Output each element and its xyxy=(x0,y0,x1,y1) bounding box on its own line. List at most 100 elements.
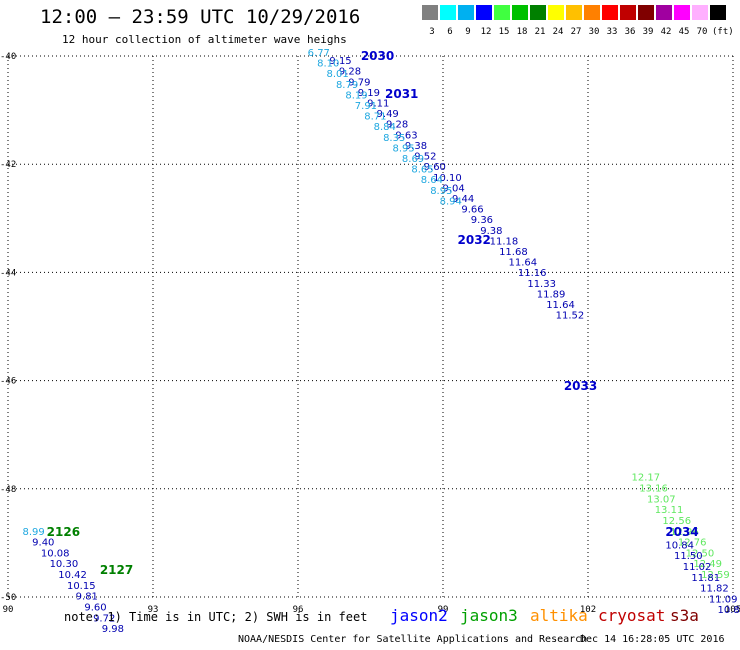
swh-value: 12.17 xyxy=(632,473,661,484)
swh-value: 9.38 xyxy=(480,226,502,237)
satellite-legend-item: s3a xyxy=(670,606,699,625)
scale-swatch xyxy=(602,5,618,20)
swh-value: 8.69 xyxy=(402,154,424,165)
units-note: note: 1) Time is in UTC; 2) SWH is in fe… xyxy=(64,610,368,624)
swh-value: 9.15 xyxy=(329,56,351,67)
scale-swatch xyxy=(530,5,546,20)
y-tick-label: -44 xyxy=(0,268,16,278)
swh-value: 6.77 xyxy=(308,48,330,59)
swh-value: 8.01 xyxy=(327,69,349,80)
scale-swatch xyxy=(422,5,438,20)
swh-value: 9.52 xyxy=(414,152,436,163)
track: 9.159.289.799.199.119.499.289.639.389.52… xyxy=(329,56,584,321)
swh-value: 8.84 xyxy=(374,122,396,133)
swh-value: 10.08 xyxy=(41,548,70,559)
y-tick-label: -46 xyxy=(0,377,16,387)
scale-label: (ft) xyxy=(712,27,734,37)
scale-label: 15 xyxy=(498,27,510,37)
y-tick-label: -42 xyxy=(0,160,16,170)
swh-value: 7.91 xyxy=(355,101,377,112)
swh-value: 13.07 xyxy=(647,494,676,505)
swh-value: 8.10 xyxy=(317,59,339,70)
swh-value: 9.81 xyxy=(76,592,98,603)
swh-value: 9.79 xyxy=(348,77,370,88)
altimeter-tracks: 9.159.289.799.199.119.499.289.639.389.52… xyxy=(23,48,740,635)
pass-number-label: 2126 xyxy=(47,525,80,539)
scale-label: 9 xyxy=(465,27,471,37)
pass-number-label: 2034 xyxy=(665,525,698,539)
scale-swatch xyxy=(674,5,690,20)
swh-value: 11.02 xyxy=(683,562,712,573)
page-subtitle: 12 hour collection of altimeter wave hei… xyxy=(62,33,347,46)
swh-value: 9.38 xyxy=(405,141,427,152)
scale-label: 21 xyxy=(534,27,546,37)
swh-value: 11.64 xyxy=(508,258,537,269)
y-tick-label: -48 xyxy=(0,485,16,495)
scale-swatch xyxy=(512,5,528,20)
x-tick-label: 99 xyxy=(438,605,449,615)
scale-label: 24 xyxy=(552,27,564,37)
track: 12.1713.1613.0713.1112.5612.9612.7612.50… xyxy=(632,473,730,581)
y-tick-label: -50 xyxy=(0,593,16,603)
generation-timestamp: Dec 14 16:28:05 UTC 2016 xyxy=(580,634,725,645)
swh-value: 8.71 xyxy=(364,112,386,123)
satellite-legend-item: altika xyxy=(530,606,588,625)
x-tick-label: 90 xyxy=(3,605,14,615)
scale-swatch xyxy=(638,5,654,20)
swh-value: 8.65 xyxy=(411,165,433,176)
swh-value: 11.81 xyxy=(691,573,720,584)
pass-number-label: 2031 xyxy=(385,87,418,101)
pass-number-label: 2127 xyxy=(100,563,133,577)
scale-swatch xyxy=(548,5,564,20)
scale-swatch xyxy=(692,5,708,20)
swh-value: 9.36 xyxy=(471,215,493,226)
scale-label: 27 xyxy=(570,27,582,37)
scale-swatch xyxy=(566,5,582,20)
track: 6.778.108.018.798.197.918.718.848.358.95… xyxy=(308,48,462,207)
page-title: 12:00 – 23:59 UTC 10/29/2016 xyxy=(40,6,361,28)
swh-value: 9.11 xyxy=(367,99,389,110)
swh-value: 11.50 xyxy=(674,551,703,562)
satellite-legend-item: jason3 xyxy=(460,606,518,625)
swh-value: 9.72 xyxy=(93,613,115,624)
swh-value: 11.33 xyxy=(527,279,556,290)
scale-label: 70 xyxy=(696,27,708,37)
swh-value: 9.98 xyxy=(102,624,124,635)
pass-labels: 2030 2031 2032 2033 2034 2126 2127 xyxy=(47,49,699,577)
swh-value: 8.95 xyxy=(392,143,414,154)
swh-value: 13.16 xyxy=(639,484,668,495)
swh-value: 12.59 xyxy=(701,570,730,581)
x-tick-label: 96 xyxy=(293,605,304,615)
scale-label: 39 xyxy=(642,27,654,37)
swh-value: 9.49 xyxy=(377,109,399,120)
swh-value: 12.76 xyxy=(678,538,707,549)
swh-value: 12.96 xyxy=(670,527,699,538)
swh-value: 9.28 xyxy=(386,120,408,131)
track: 8.99 xyxy=(23,527,45,538)
swh-value: 8.94 xyxy=(440,196,462,207)
swh-value: 11.16 xyxy=(518,268,547,279)
swh-value: 9.04 xyxy=(443,183,465,194)
swh-value: 9.60 xyxy=(424,162,446,173)
swh-value: 12.56 xyxy=(662,516,691,527)
swh-value: 11.64 xyxy=(546,300,575,311)
swh-value: 9.44 xyxy=(452,194,474,205)
map-grid xyxy=(7,55,734,598)
swh-value: 11.52 xyxy=(556,311,585,322)
swh-value: 11.89 xyxy=(537,289,566,300)
scale-label: 12 xyxy=(480,27,492,37)
swh-value: 8.95 xyxy=(430,186,452,197)
swh-value: 10.30 xyxy=(50,559,79,570)
pass-number-label: 2030 xyxy=(361,49,394,63)
swh-value: 8.19 xyxy=(345,90,367,101)
scale-swatch xyxy=(620,5,636,20)
pass-number-label: 2032 xyxy=(458,233,491,247)
scale-swatch xyxy=(710,5,726,20)
scale-label: 30 xyxy=(588,27,600,37)
scale-label: 3 xyxy=(429,27,435,37)
swh-value: 10.82 xyxy=(718,605,740,616)
x-tick-label: 93 xyxy=(148,605,159,615)
swh-value: 8.64 xyxy=(421,175,443,186)
